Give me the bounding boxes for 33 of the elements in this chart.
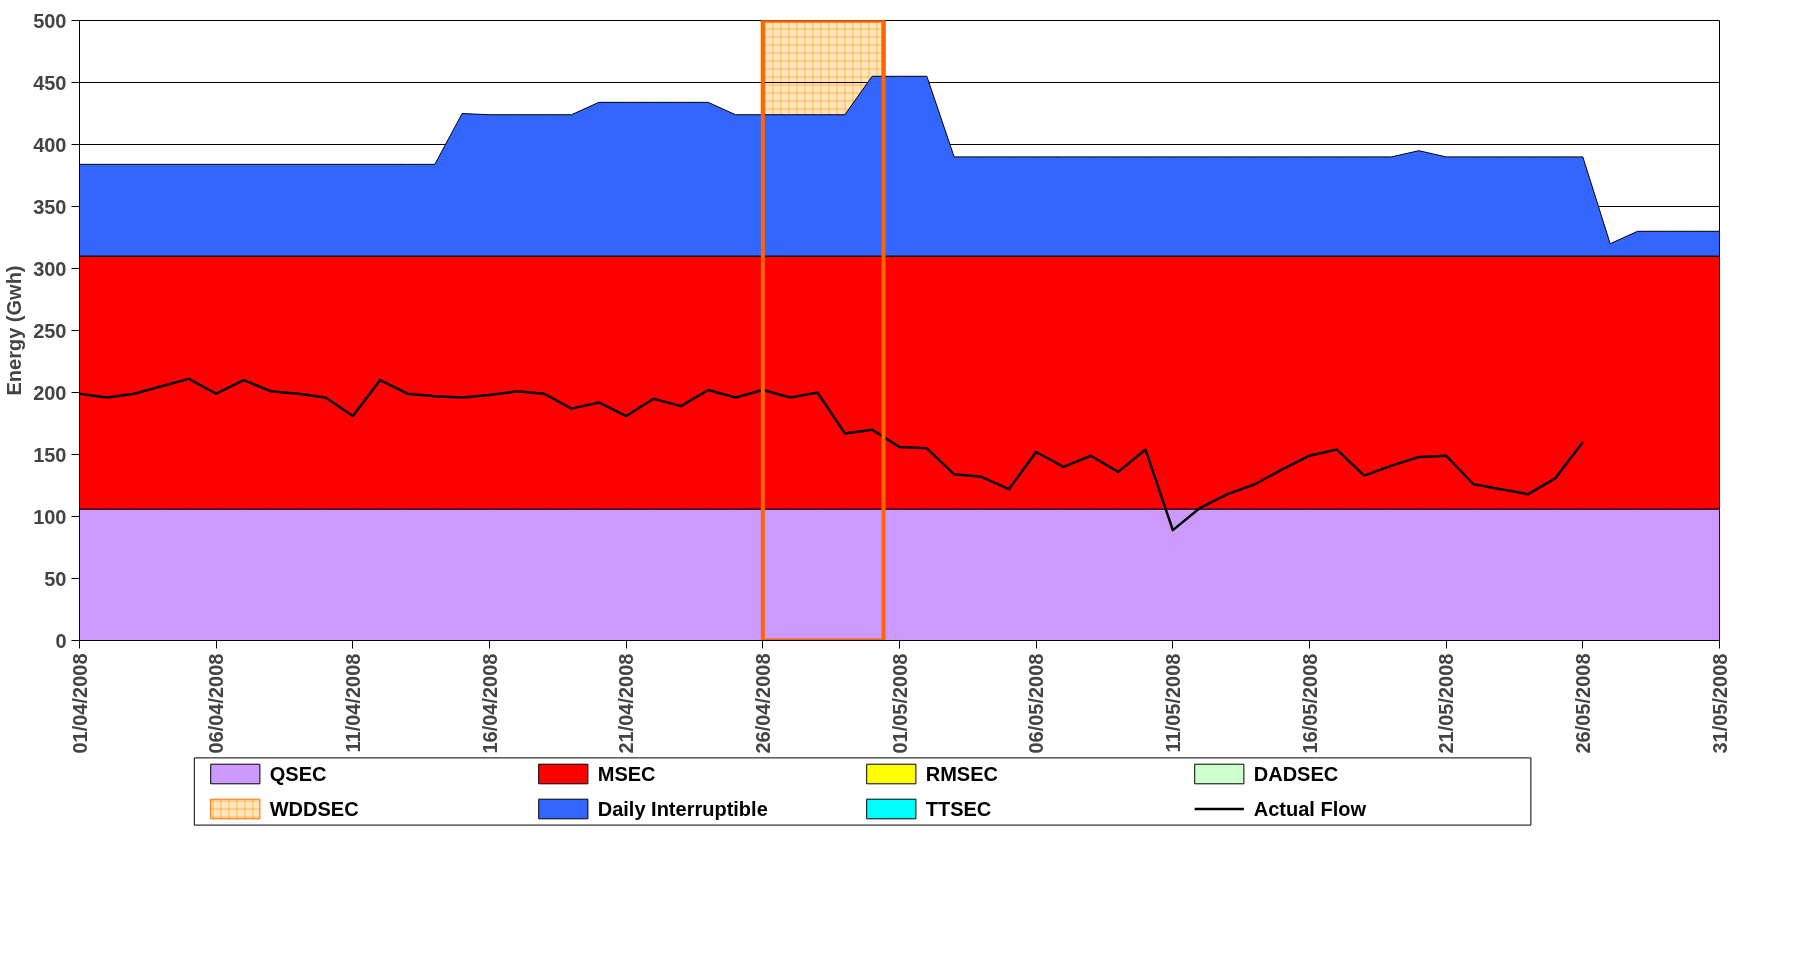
y-axis-title: Energy (Gwh)	[3, 265, 26, 396]
x-tick-label: 21/05/2008	[1435, 653, 1458, 754]
legend-label: MSEC	[597, 763, 656, 785]
y-tick-label: 250	[33, 319, 67, 342]
legend-label: DADSEC	[1253, 763, 1339, 785]
x-tick-label: 06/04/2008	[205, 653, 228, 754]
legend-label: Actual Flow	[1253, 798, 1367, 820]
y-tick-label: 200	[33, 381, 67, 404]
legend-label: WDDSEC	[269, 798, 359, 820]
x-tick-label: 26/04/2008	[751, 653, 774, 754]
x-tick-label: 26/05/2008	[1571, 653, 1594, 754]
y-tick-label: 450	[33, 71, 67, 94]
x-tick-label: 11/05/2008	[1161, 653, 1184, 753]
x-tick-label: 11/04/2008	[341, 653, 364, 753]
legend-label: RMSEC	[925, 763, 998, 785]
x-tick-label: 06/05/2008	[1025, 653, 1048, 754]
x-tick-label: 31/05/2008	[1708, 653, 1731, 754]
x-tick-label: 16/05/2008	[1298, 653, 1321, 754]
y-tick-label: 50	[44, 567, 67, 590]
legend-label: TTSEC	[925, 798, 992, 820]
legend-label: QSEC	[269, 763, 327, 785]
y-tick-label: 100	[33, 505, 67, 528]
y-tick-label: 0	[55, 629, 67, 652]
x-tick-label: 21/04/2008	[615, 653, 638, 754]
y-tick-label: 350	[33, 195, 67, 218]
y-tick-label: 300	[33, 257, 67, 280]
x-tick-label: 01/04/2008	[68, 653, 91, 754]
x-tick-label: 16/04/2008	[478, 653, 501, 754]
legend-label: Daily Interruptible	[597, 798, 768, 820]
x-tick-label: 01/05/2008	[888, 653, 911, 754]
y-tick-label: 150	[33, 443, 67, 466]
y-tick-label: 400	[33, 133, 67, 156]
y-tick-label: 500	[33, 9, 67, 32]
